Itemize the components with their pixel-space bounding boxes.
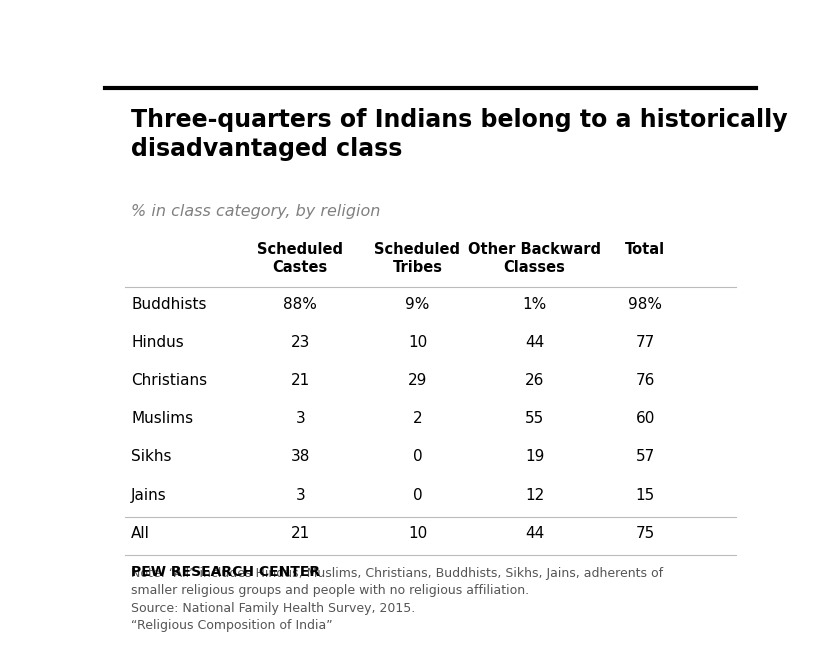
Text: Christians: Christians (131, 373, 207, 388)
Text: Scheduled
Tribes: Scheduled Tribes (375, 242, 460, 275)
Text: Note: “All” includes Hindus, Muslims, Christians, Buddhists, Sikhs, Jains, adher: Note: “All” includes Hindus, Muslims, Ch… (131, 566, 663, 632)
Text: 98%: 98% (628, 297, 662, 312)
Text: 2: 2 (412, 411, 423, 426)
Text: 88%: 88% (283, 297, 318, 312)
Text: Sikhs: Sikhs (131, 450, 171, 464)
Text: 44: 44 (525, 335, 544, 350)
Text: 10: 10 (408, 526, 427, 540)
Text: 76: 76 (636, 373, 655, 388)
Text: 29: 29 (407, 373, 428, 388)
Text: 12: 12 (525, 488, 544, 502)
Text: 21: 21 (291, 373, 310, 388)
Text: 77: 77 (636, 335, 655, 350)
Text: 38: 38 (291, 450, 310, 464)
Text: 21: 21 (291, 526, 310, 540)
Text: 19: 19 (525, 450, 544, 464)
Text: 3: 3 (296, 411, 305, 426)
Text: 3: 3 (296, 488, 305, 502)
Text: 44: 44 (525, 526, 544, 540)
Text: Scheduled
Castes: Scheduled Castes (257, 242, 344, 275)
Text: 1%: 1% (522, 297, 547, 312)
Text: 10: 10 (408, 335, 427, 350)
Text: 9%: 9% (405, 297, 430, 312)
Text: All: All (131, 526, 150, 540)
Text: 60: 60 (636, 411, 655, 426)
Text: 57: 57 (636, 450, 655, 464)
Text: Jains: Jains (131, 488, 167, 502)
Text: Total: Total (625, 242, 665, 257)
Text: Hindus: Hindus (131, 335, 184, 350)
Text: 0: 0 (412, 488, 423, 502)
Text: Muslims: Muslims (131, 411, 193, 426)
Text: 55: 55 (525, 411, 544, 426)
Text: PEW RESEARCH CENTER: PEW RESEARCH CENTER (131, 565, 320, 579)
Text: Buddhists: Buddhists (131, 297, 207, 312)
Text: Three-quarters of Indians belong to a historically
disadvantaged class: Three-quarters of Indians belong to a hi… (131, 108, 788, 161)
Text: 15: 15 (636, 488, 655, 502)
Text: 0: 0 (412, 450, 423, 464)
Text: 75: 75 (636, 526, 655, 540)
Text: Other Backward
Classes: Other Backward Classes (468, 242, 601, 275)
Text: 26: 26 (525, 373, 544, 388)
Text: % in class category, by religion: % in class category, by religion (131, 204, 381, 218)
Text: 23: 23 (291, 335, 310, 350)
